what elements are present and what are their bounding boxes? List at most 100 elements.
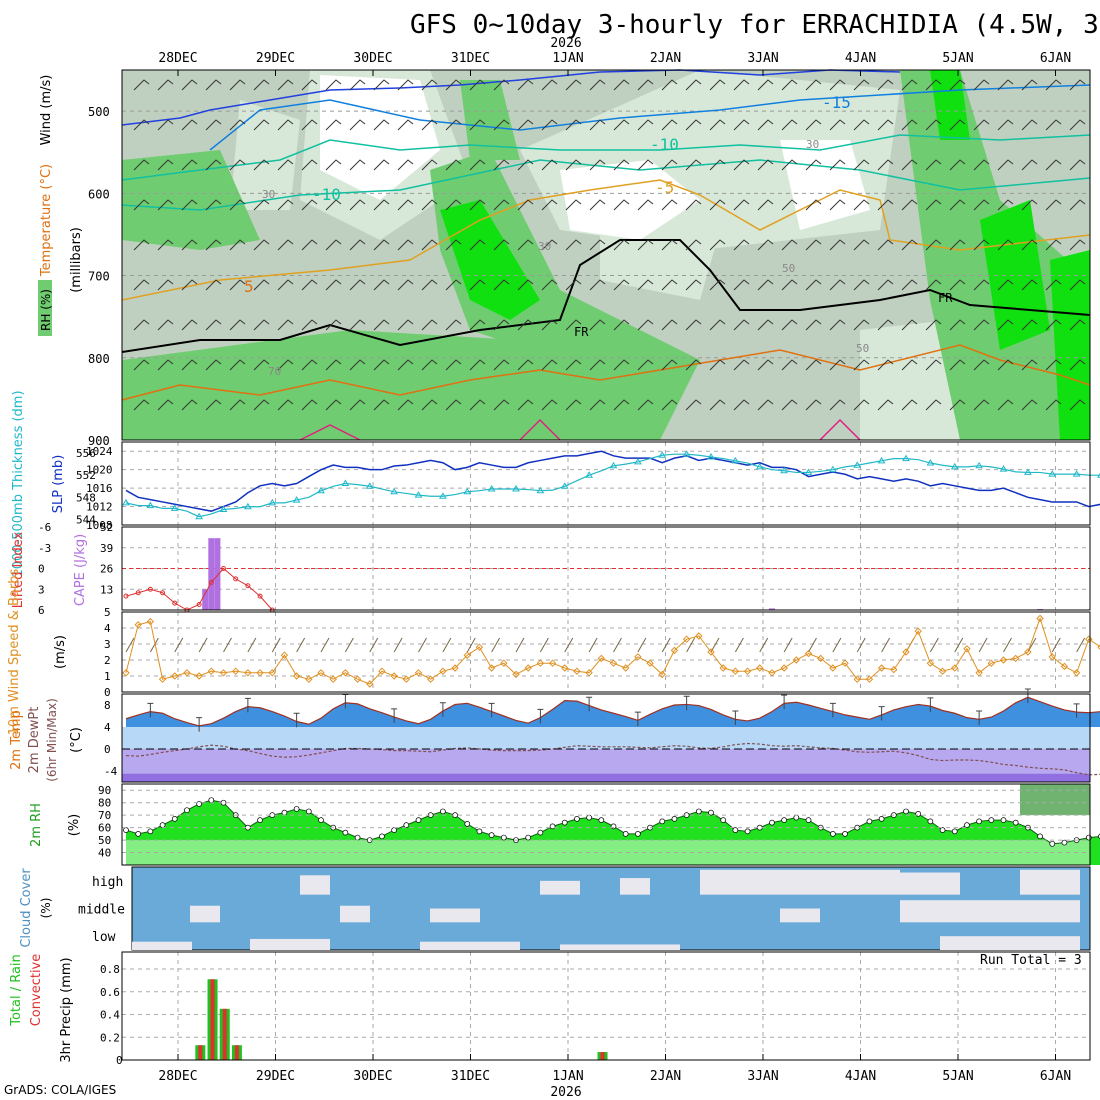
wind-barb — [805, 239, 822, 251]
cloud-clear-block-9 — [780, 908, 820, 923]
rh2m-point-41 — [622, 830, 629, 837]
temp-area — [126, 697, 1100, 727]
wind-barb — [829, 119, 846, 131]
wind-barb-10m — [856, 637, 866, 653]
rh2m-point-18 — [342, 829, 349, 836]
wind-barb — [493, 119, 510, 131]
contour-label-12: 70 — [268, 365, 281, 378]
wind-point-39 — [597, 654, 606, 663]
wind-barb — [445, 239, 462, 251]
contour-label-4: 5 — [244, 277, 254, 296]
wind-barb — [1069, 399, 1086, 411]
wind-point-61 — [865, 675, 874, 683]
cloud-level-high: high — [92, 875, 123, 890]
temp-minmax-mark — [488, 702, 495, 718]
wind-barb — [469, 239, 486, 251]
thickness-point — [1048, 470, 1057, 477]
li-line-a — [125, 567, 273, 611]
ua-ylabel-wind: Wind (m/s) — [39, 75, 54, 146]
wind-barb — [469, 119, 486, 131]
thickness-tick-556: 556 — [76, 447, 96, 460]
ua-ytick-800: 800 — [88, 352, 110, 366]
wind-tick-2: 2 — [104, 654, 111, 667]
wind-barb — [661, 79, 678, 91]
wind-barb — [733, 399, 750, 411]
wind-point-60 — [853, 675, 861, 683]
wind-point-16 — [317, 669, 325, 677]
wind-barb — [973, 279, 990, 291]
rh2m-point-77 — [1061, 839, 1068, 846]
wind-barb — [373, 239, 390, 251]
wind-barb — [181, 279, 198, 291]
date-label-bottom-5JAN: 5JAN — [942, 1069, 973, 1084]
wind-barb — [661, 279, 678, 291]
cape-tick-52: 52 — [100, 521, 113, 534]
li-point-7 — [208, 579, 214, 585]
wind-barb — [589, 159, 606, 171]
wind-point-21 — [378, 667, 386, 675]
rh2m-point-45 — [671, 816, 678, 822]
wind-point-42 — [634, 653, 642, 661]
wind-barb — [1045, 159, 1062, 171]
wind-barb — [661, 359, 678, 371]
wind-barb — [925, 239, 942, 251]
wind-point-66 — [926, 659, 935, 667]
wind-barb — [733, 359, 750, 371]
wind-barb — [229, 359, 246, 371]
wind-barb — [157, 319, 174, 331]
rh2m-point-39 — [598, 817, 605, 823]
temp-minmax-mark — [732, 710, 739, 726]
date-label-bottom-6JAN: 6JAN — [1040, 1069, 1071, 1084]
thickness-point — [195, 512, 204, 520]
precip-conv-bar-2 — [222, 1008, 227, 1060]
wind-point-27 — [451, 664, 459, 672]
wind-barb — [997, 119, 1014, 131]
wind-barb-10m — [783, 637, 793, 653]
slp-tick-1008: 1008 — [86, 519, 113, 532]
thickness-point — [707, 452, 715, 460]
temp-ylabel-c: (6hr Min/Max) — [45, 698, 59, 782]
date-label-top-29DEC: 29DEC — [256, 51, 295, 66]
wind-barb — [1045, 119, 1062, 131]
rh2m-point-65 — [915, 811, 922, 817]
wind-barb — [565, 79, 582, 91]
wind-barb — [1069, 119, 1086, 131]
wind-barb — [445, 319, 462, 331]
wind-barb — [277, 319, 294, 331]
wind-barb — [685, 159, 702, 171]
wind-barb — [397, 359, 414, 371]
thickness-point — [268, 498, 277, 506]
wind-barb-10m — [296, 637, 306, 653]
thickness-point — [219, 505, 228, 513]
cape-tick-26: 26 — [100, 563, 113, 576]
wind-barb — [757, 199, 774, 211]
cloud-clear-block-5 — [1020, 869, 1080, 895]
rh2m-point-47 — [695, 808, 702, 815]
wind-barb-10m — [393, 637, 403, 653]
rh2m-point-5 — [184, 807, 190, 814]
wind-barb — [277, 359, 294, 371]
wind-barb — [661, 319, 678, 331]
contour-label-5: FR — [574, 325, 589, 339]
wind-point-40 — [609, 659, 618, 667]
wind-barb — [373, 119, 390, 131]
thickness-point — [487, 485, 496, 492]
page-title: GFS 0~10day 3-hourly for ERRACHIDIA (4.5… — [410, 10, 1100, 40]
cloud-clear-block-1 — [540, 880, 580, 895]
wind-point-62 — [877, 664, 886, 672]
temp-contour--20 — [121, 69, 901, 126]
wind-point-45 — [670, 646, 679, 655]
thickness-tick-544: 544 — [76, 513, 96, 526]
rh2m-point-67 — [939, 827, 946, 833]
precip-ylabel-total: Total / Rain — [9, 954, 24, 1027]
wind-barb — [1069, 79, 1086, 91]
year-label-top: 2026 — [550, 36, 581, 51]
wind-barb — [349, 199, 366, 211]
wind-barb — [757, 399, 774, 411]
contour-label-10: 50 — [782, 262, 795, 275]
wind-barb-10m — [978, 637, 988, 653]
wind-barb — [589, 79, 606, 91]
wind-barb — [661, 239, 678, 251]
rh2m-point-53 — [769, 819, 775, 826]
thickness-point — [658, 451, 667, 458]
